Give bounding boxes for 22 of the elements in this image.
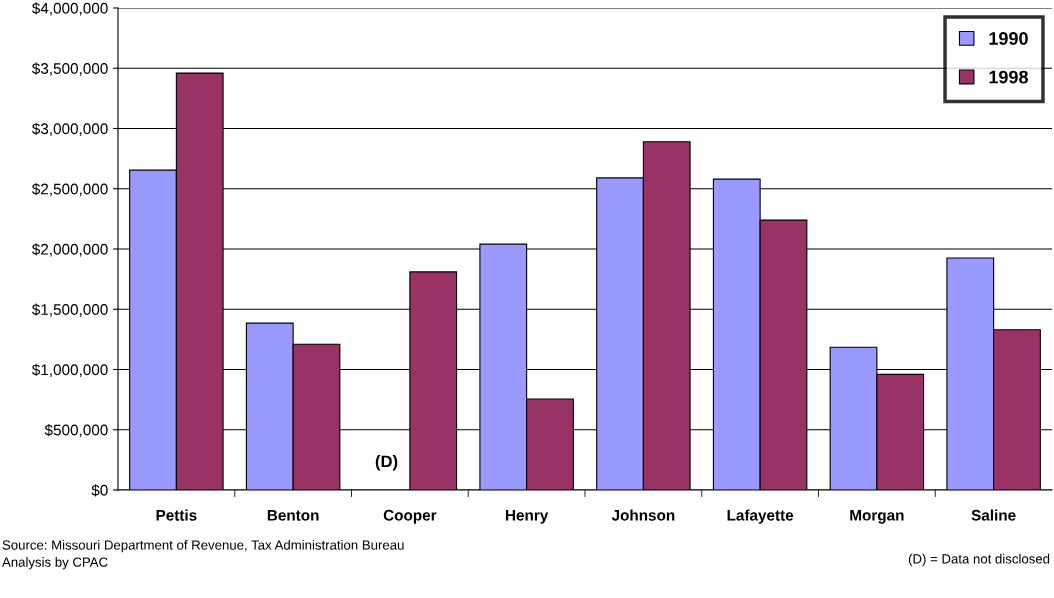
legend-label: 1990 bbox=[989, 32, 1028, 45]
x-tick-label: Pettis bbox=[156, 509, 197, 521]
y-tick-label: $2,500,000 bbox=[31, 182, 108, 197]
y-tick-label: $4,000,000 bbox=[31, 2, 108, 16]
y-tick-label: $1,500,000 bbox=[31, 303, 108, 317]
y-tick-label: $0 bbox=[91, 484, 108, 497]
y-tick-label: $2,000,000 bbox=[31, 243, 108, 257]
x-tick-label: Saline bbox=[971, 509, 1016, 521]
y-tick-label: $3,000,000 bbox=[31, 122, 108, 136]
y-tick-label: $3,500,000 bbox=[31, 62, 108, 76]
text: (D) = Data not disclosed bbox=[908, 553, 1050, 567]
x-tick-label: Lafayette bbox=[727, 509, 794, 524]
x-tick-label: Benton bbox=[267, 510, 319, 521]
y-tick-label: $1,000,000 bbox=[31, 363, 108, 377]
y-tick-label: $500,000 bbox=[44, 423, 108, 438]
x-tick-label: Henry bbox=[506, 510, 549, 524]
x-tick-label: Johnson bbox=[611, 509, 675, 521]
x-tick-label: Cooper bbox=[383, 509, 437, 524]
legend-label: 1998 bbox=[989, 70, 1028, 84]
source-note: Source: Missouri Department of Revenue, Tax Administration Bureau Analysis by CPAC bbox=[2, 540, 404, 570]
x-tick-label: Morgan bbox=[850, 509, 904, 524]
annotation: (D) bbox=[375, 455, 398, 471]
